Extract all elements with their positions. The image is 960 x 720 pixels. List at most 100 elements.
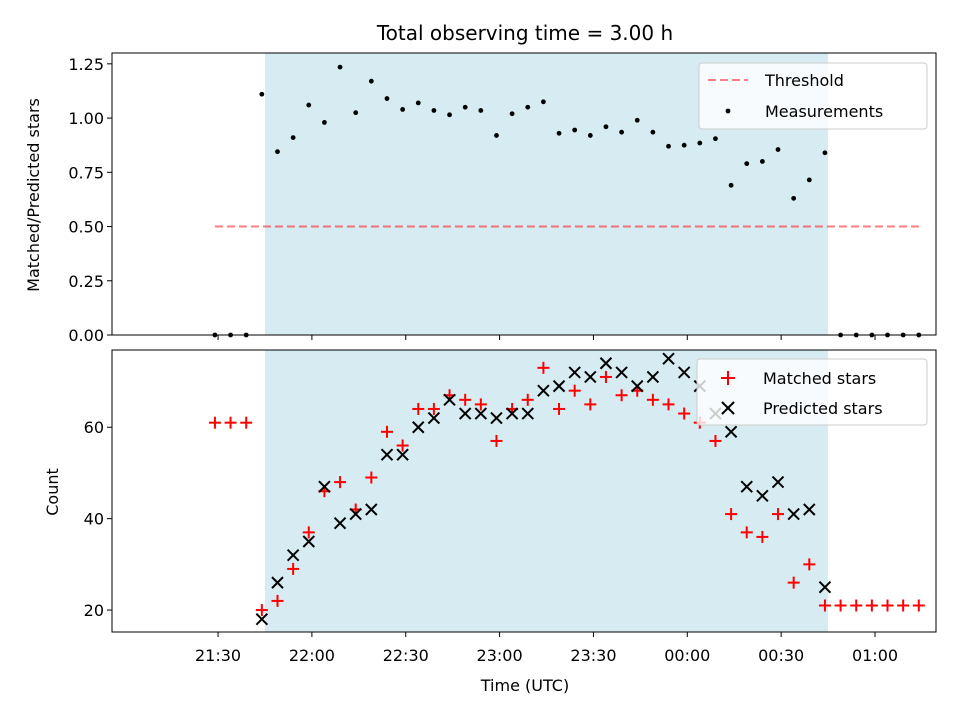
predicted-star-stroke — [365, 503, 378, 516]
measurement-point — [540, 99, 546, 105]
measurement-point — [791, 195, 797, 201]
predicted-star-point — [490, 411, 503, 425]
legend-predicted-swatch — [721, 401, 735, 415]
bottom-axes-frame — [111, 349, 937, 633]
matched-star-point — [772, 508, 785, 521]
matched-star-point — [365, 471, 378, 484]
matched-star-point — [865, 599, 878, 612]
predicted-star-point — [724, 425, 738, 439]
legend-measurement-swatch — [725, 108, 731, 114]
bottom-y-ticks: 20 40 60 — [84, 418, 112, 620]
measurement-point — [447, 112, 452, 118]
matched-star-point — [725, 508, 738, 521]
measurement-point — [353, 110, 359, 116]
matched-star-point — [271, 594, 284, 607]
top-y-tick-label: 0.75 — [68, 163, 104, 182]
bottom-panel: 20 40 60 21:30 22:00 22:30 23:00 23:30 00:00 00:… — [43, 349, 937, 695]
predicted-star-stroke — [552, 379, 566, 393]
measurement-point — [322, 120, 327, 125]
predicted-stars-points — [255, 352, 832, 626]
matched-star-point — [287, 562, 300, 575]
predicted-star-point — [803, 503, 816, 516]
matched-star-point — [553, 402, 566, 415]
predicted-star-point — [396, 448, 409, 461]
bottom-y-tick-label: 60 — [84, 418, 104, 437]
predicted-star-point — [552, 379, 566, 393]
bottom-x-tick-label: 23:00 — [477, 646, 523, 665]
predicted-star-point — [615, 366, 628, 379]
matched-star-point — [897, 599, 910, 612]
predicted-star-stroke — [255, 612, 269, 626]
measurement-point — [306, 102, 312, 108]
measurement-points — [212, 64, 922, 338]
top-y-tick-label: 0.50 — [68, 218, 104, 237]
predicted-star-point — [271, 576, 284, 589]
top-panel: 0.00 0.25 0.50 0.75 1.00 1.25 Matched/Predict… — [24, 52, 937, 345]
top-y-tick-label: 1.00 — [68, 109, 104, 128]
matched-star-point — [427, 402, 440, 415]
matched-star-point — [615, 389, 628, 402]
measurement-point — [619, 129, 625, 135]
predicted-star-point — [818, 581, 832, 594]
matched-star-point — [240, 416, 253, 429]
predicted-star-stroke — [333, 517, 347, 530]
predicted-star-stroke — [677, 366, 691, 379]
matched-star-point — [396, 439, 409, 452]
predicted-star-stroke — [599, 357, 613, 370]
predicted-star-stroke — [631, 379, 644, 393]
bottom-x-tick-label: 22:30 — [383, 646, 429, 665]
predicted-star-point — [443, 393, 456, 407]
predicted-star-stroke — [662, 352, 675, 365]
matched-star-point — [756, 530, 769, 543]
predicted-star-stroke — [427, 411, 441, 425]
predicted-star-stroke — [787, 507, 800, 521]
predicted-star-stroke — [724, 425, 738, 439]
matched-star-point — [474, 398, 487, 411]
matched-star-point — [599, 370, 612, 383]
predicted-star-stroke — [443, 393, 456, 407]
legend-matched-label: Matched stars — [763, 369, 876, 388]
legend-threshold-label: Threshold — [764, 71, 844, 90]
bottom-x-tick-label: 00:30 — [758, 646, 804, 665]
bottom-x-ticks: 21:30 22:00 22:30 23:00 23:30 00:00 00:30 01:00 — [195, 632, 898, 665]
predicted-star-point — [333, 517, 347, 530]
predicted-star-point — [599, 357, 613, 370]
predicted-star-stroke — [302, 535, 315, 548]
matched-star-point — [224, 416, 237, 429]
bottom-legend: Matched stars Predicted stars — [696, 358, 928, 426]
top-legend: Threshold Measurements — [698, 62, 928, 130]
predicted-star-stroke — [771, 475, 785, 489]
measurement-point — [400, 107, 406, 112]
predicted-star-stroke — [521, 407, 534, 420]
measurement-point — [744, 161, 750, 167]
predicted-star-stroke — [505, 407, 519, 420]
matched-star-point — [818, 599, 831, 612]
predicted-star-point — [677, 366, 691, 379]
measurement-point — [681, 142, 687, 148]
measurement-point — [713, 136, 718, 142]
measurement-point — [431, 108, 437, 113]
matched-star-point — [834, 599, 847, 612]
predicted-star-point — [771, 475, 785, 489]
matched-star-point — [678, 407, 691, 420]
matched-star-point — [646, 393, 659, 406]
predicted-star-stroke — [490, 411, 503, 425]
predicted-star-stroke — [380, 448, 394, 461]
measurement-point — [666, 143, 671, 149]
bottom-x-tick-label: 00:00 — [664, 646, 710, 665]
measurement-point — [462, 104, 468, 110]
legend-predicted-label: Predicted stars — [763, 399, 883, 418]
matched-star-point — [412, 402, 425, 415]
predicted-star-stroke — [740, 480, 753, 493]
predicted-star-stroke — [615, 366, 628, 379]
bottom-x-tick-label: 23:30 — [570, 646, 616, 665]
measurement-point — [634, 117, 640, 123]
predicted-star-point — [302, 535, 315, 548]
top-y-axis-label: Matched/Predicted stars — [24, 98, 43, 292]
measurement-point — [572, 127, 578, 133]
predicted-star-point — [568, 366, 581, 379]
predicted-star-stroke — [458, 407, 472, 420]
predicted-star-point — [756, 489, 769, 503]
measurement-point — [728, 182, 734, 188]
predicted-star-stroke — [396, 448, 409, 461]
